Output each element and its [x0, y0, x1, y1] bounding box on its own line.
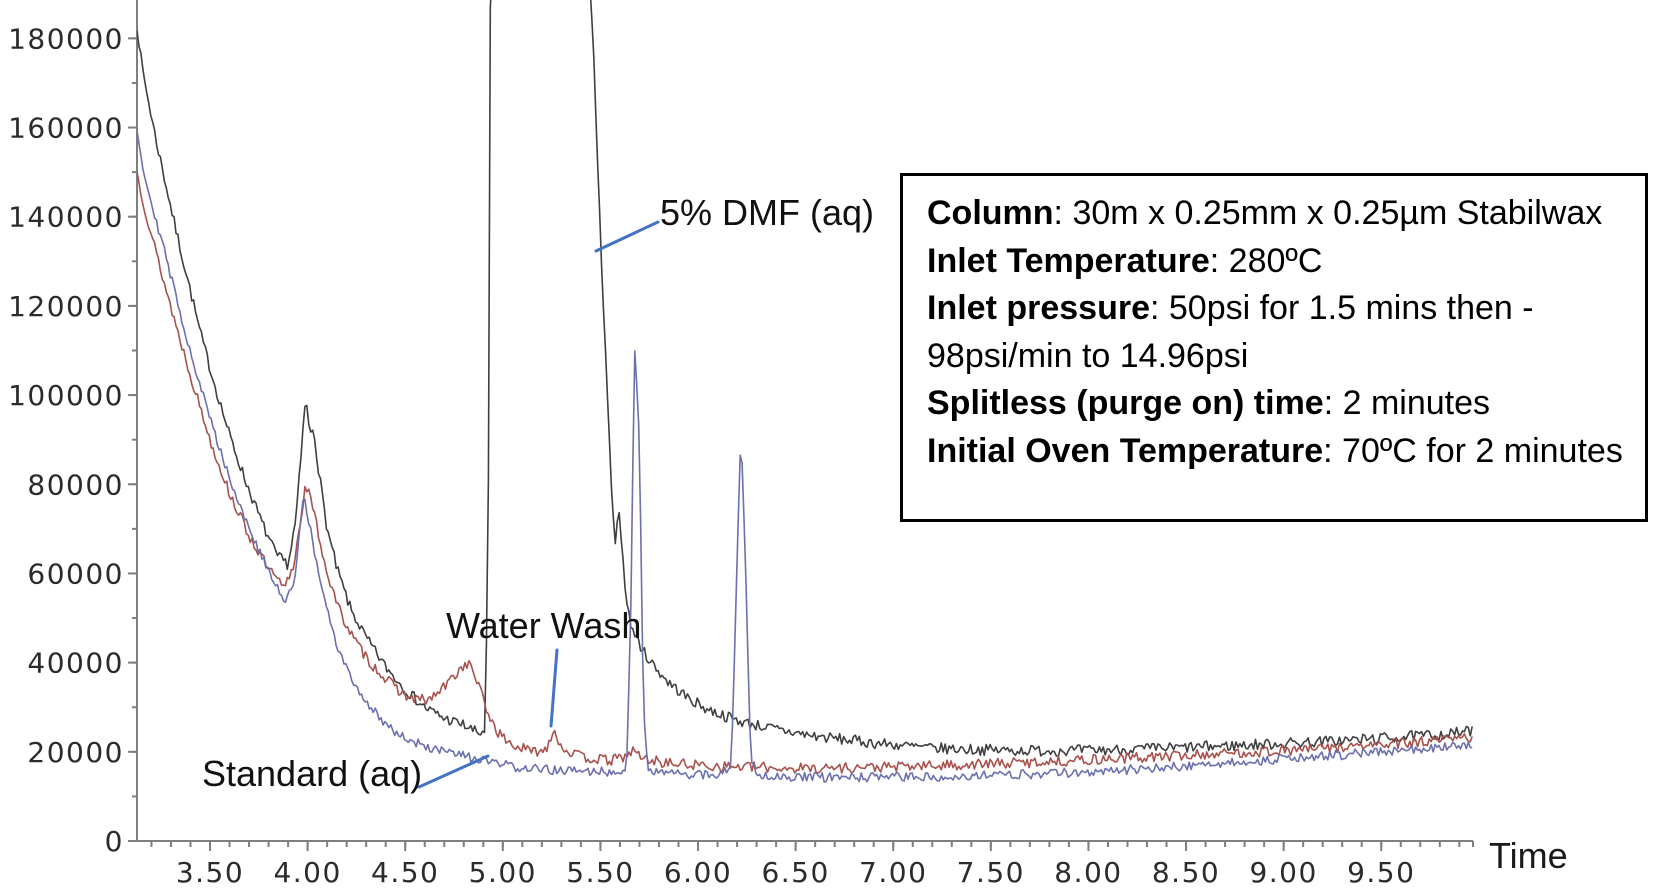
method-parameter-value: : 2 minutes — [1323, 384, 1491, 422]
y-tick-label: 140000 — [8, 201, 124, 234]
tick-labels: 3.50 4.00 4.50 5.00 5.50 6.00 6.50 7.00 7.50 8.00… — [8, 22, 1568, 889]
method-parameters-lines: Column: 30m x 0.25mm x 0.25µm Stabilwax I… — [927, 190, 1635, 475]
method-parameter-value: : 50psi for 1.5 mins then - — [1149, 289, 1534, 327]
method-parameter-line: 98psi/min to 14.96psi — [927, 333, 1635, 381]
y-tick-label: 120000 — [8, 290, 124, 323]
y-tick-label: 0 — [105, 825, 124, 858]
x-tick-label: 8.50 — [1152, 856, 1220, 889]
method-parameter-name: Inlet Temperature — [927, 241, 1210, 280]
method-parameter-line: Column: 30m x 0.25mm x 0.25µm Stabilwax — [927, 190, 1635, 238]
x-tick-label: 8.00 — [1054, 856, 1122, 889]
annotation-dmf-label: 5% DMF (aq) — [660, 192, 875, 233]
annotation-standard-label: Standard (aq) — [202, 753, 423, 794]
x-tick-label: 4.50 — [371, 856, 439, 889]
method-parameter-name: Splitless (purge on) time — [927, 384, 1324, 422]
y-tick-label: 80000 — [27, 468, 124, 501]
series-5-dmf-aq — [137, 0, 1473, 757]
x-tick-label: 6.00 — [664, 856, 732, 889]
annotation-water-wash-label: Water Wash — [446, 605, 642, 646]
method-parameter-line: Inlet Temperature: 280ºC — [927, 238, 1635, 286]
method-parameter-value: 98psi/min to 14.96psi — [927, 336, 1249, 375]
x-axis-title: Time — [1489, 835, 1568, 876]
x-tick-label: 5.50 — [566, 856, 634, 889]
traces — [137, 0, 1473, 783]
annotation-leader-2 — [417, 754, 490, 789]
annotation-leader-0 — [594, 220, 660, 253]
method-parameter-name: Initial Oven Temperature — [927, 431, 1324, 470]
method-parameters-box: Column: 30m x 0.25mm x 0.25µm Stabilwax I… — [900, 173, 1648, 522]
x-tick-label: 7.00 — [859, 856, 927, 889]
x-tick-label: 4.00 — [273, 856, 341, 889]
y-tick-label: 100000 — [8, 379, 124, 412]
x-tick-label: 6.50 — [761, 856, 829, 889]
x-tick-label: 5.00 — [469, 856, 537, 889]
method-parameter-value: : 30m x 0.25mm x 0.25µm Stabilwax — [1053, 194, 1603, 232]
axes — [128, 0, 1474, 851]
y-tick-label: 20000 — [27, 736, 124, 769]
series-standard-aq — [137, 130, 1473, 783]
method-parameter-line: Inlet pressure: 50psi for 1.5 mins then … — [927, 285, 1635, 333]
annotation-leader-1 — [549, 648, 559, 728]
x-tick-label: 9.50 — [1347, 856, 1415, 889]
method-parameter-name: Inlet pressure — [927, 289, 1150, 327]
method-parameter-value: : 70ºC for 2 minutes — [1323, 431, 1623, 470]
method-parameter-line: Splitless (purge on) time: 2 minutes — [927, 380, 1635, 428]
method-parameter-name: Column — [927, 194, 1054, 232]
method-parameter-line: Initial Oven Temperature: 70ºC for 2 min… — [927, 428, 1635, 476]
x-tick-label: 3.50 — [176, 856, 244, 889]
y-tick-label: 40000 — [27, 647, 124, 680]
method-parameter-value: : 280ºC — [1209, 241, 1323, 280]
x-tick-label: 9.00 — [1249, 856, 1317, 889]
y-tick-label: 180000 — [8, 22, 124, 55]
series-water-wash — [137, 171, 1473, 774]
y-tick-label: 160000 — [8, 112, 124, 145]
x-tick-label: 7.50 — [957, 856, 1025, 889]
y-tick-label: 60000 — [27, 557, 124, 590]
annotation-leader-lines — [417, 220, 660, 789]
